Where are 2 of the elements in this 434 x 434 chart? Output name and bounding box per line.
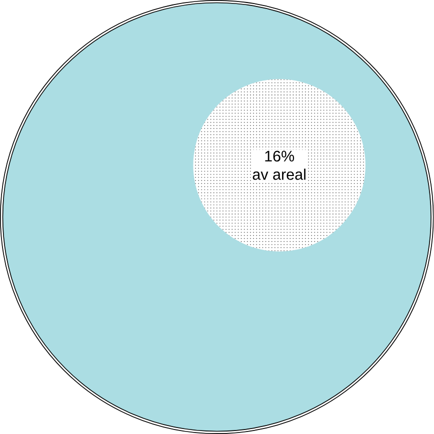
- category-label: av areal: [252, 168, 306, 180]
- data-label: 16%: [265, 150, 294, 162]
